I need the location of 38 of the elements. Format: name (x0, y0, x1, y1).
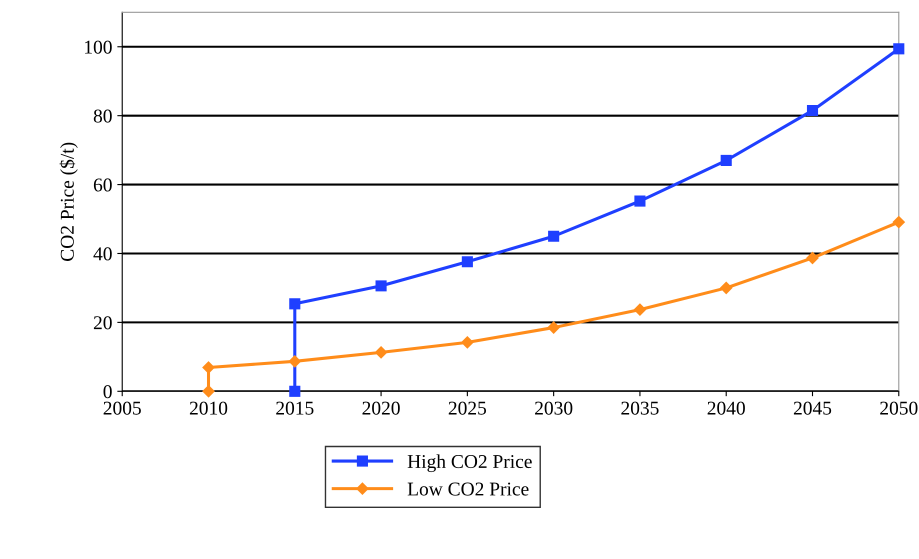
legend-label: Low CO2 Price (408, 482, 529, 496)
point (806, 104, 818, 116)
point (461, 336, 474, 348)
point (548, 321, 560, 334)
y-axis-title: CO2 Price ($/t) (60, 142, 78, 261)
point (288, 355, 301, 368)
y-tick-label: 100 (85, 40, 112, 54)
x-tick-label: 2040 (708, 402, 745, 415)
point (289, 386, 300, 397)
point (806, 252, 819, 264)
x-tick-label: 2045 (794, 402, 832, 415)
point (374, 346, 388, 358)
point (893, 43, 904, 54)
point (548, 230, 560, 242)
x-tick-label: 2050 (880, 402, 918, 415)
point (376, 280, 387, 292)
point (720, 154, 732, 166)
x-tick-label: 2015 (276, 402, 314, 415)
y-tick-label: 0 (104, 385, 112, 398)
y-tick-label: 40 (93, 247, 112, 260)
y-tick-label: 80 (94, 109, 112, 123)
x-tick-label: 2010 (190, 402, 228, 415)
point (634, 304, 646, 316)
y-tick-label: 20 (94, 316, 112, 330)
point (634, 196, 646, 207)
legend-label: High CO2 Price (408, 454, 532, 472)
x-tick-label: 2030 (535, 402, 572, 415)
point (892, 216, 905, 228)
x-tick-label: 2035 (621, 402, 659, 415)
point (720, 282, 732, 294)
x-tick-label: 2020 (362, 402, 400, 415)
x-tick-label: 2025 (448, 402, 486, 415)
point (289, 298, 300, 310)
y-tick-label: 60 (94, 178, 112, 192)
point (202, 385, 215, 398)
point (462, 256, 473, 268)
x-tick-label: 2005 (104, 402, 141, 415)
point (202, 361, 215, 374)
